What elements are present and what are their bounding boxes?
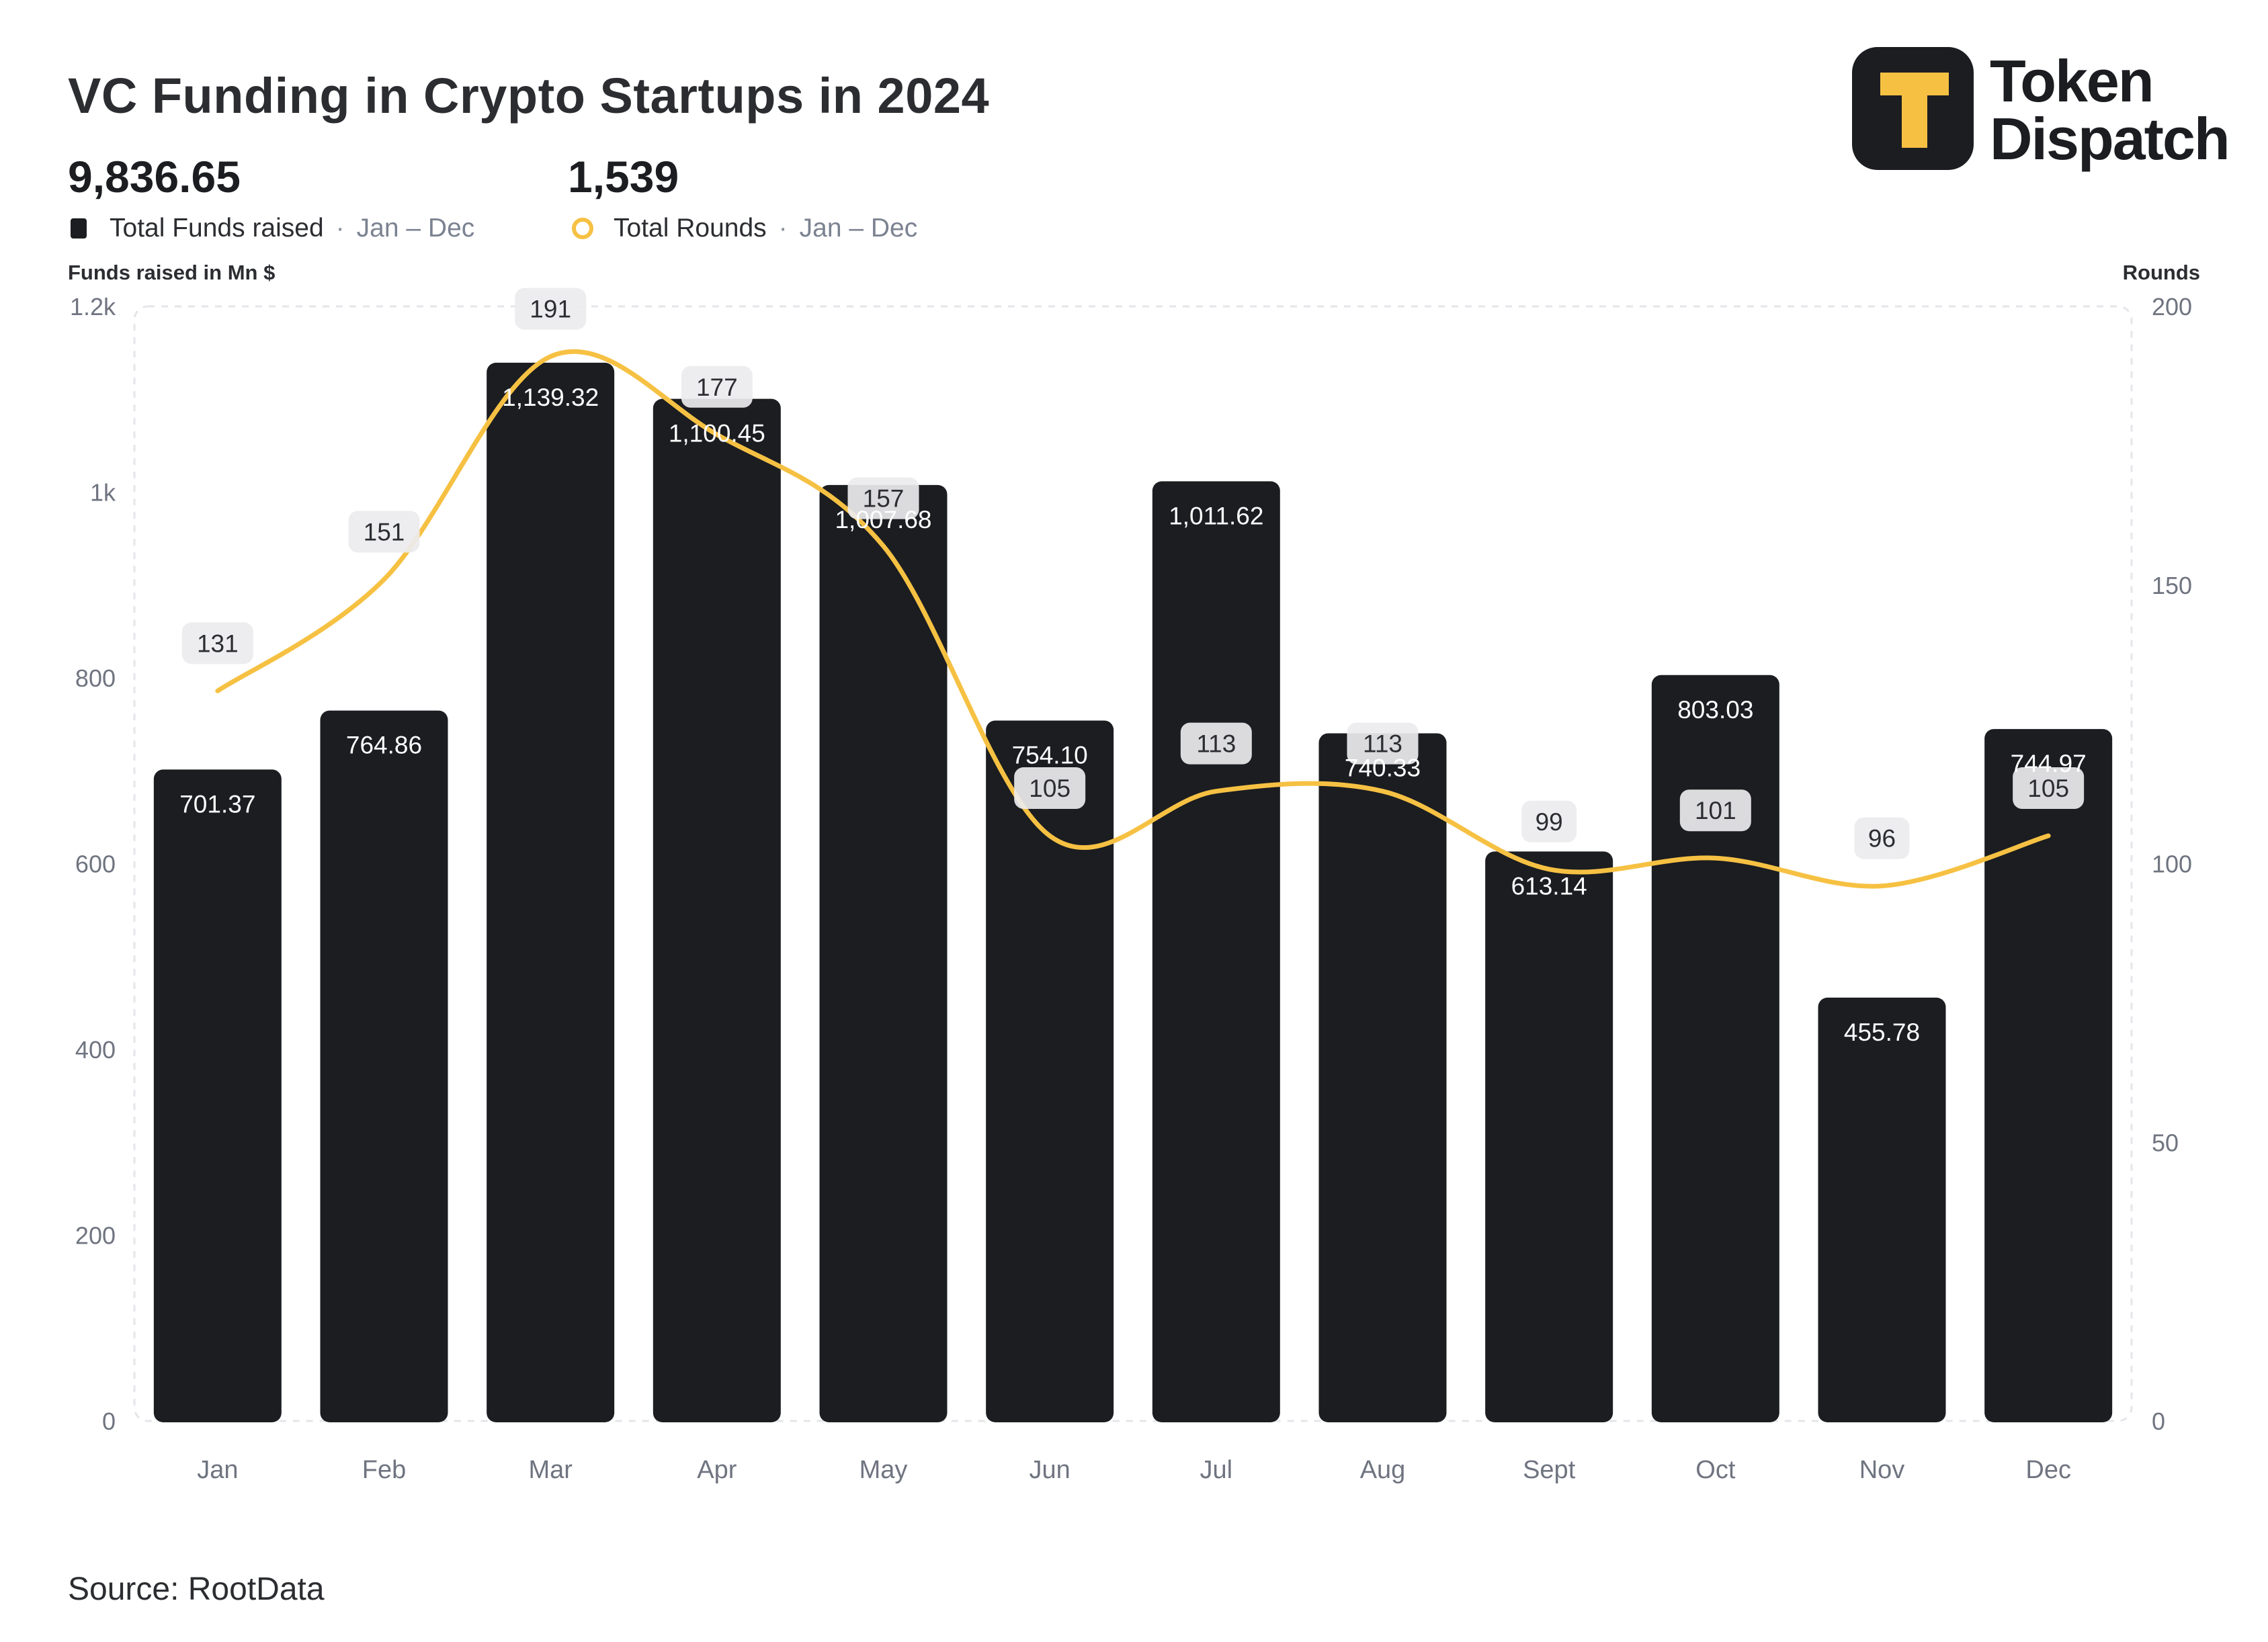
separator-dot: · (335, 214, 345, 243)
y-left-tick-label: 400 (75, 1036, 116, 1064)
x-tick-label: Dec (2025, 1456, 2071, 1484)
bar (1318, 733, 1447, 1422)
round-label-pill (1679, 789, 1751, 832)
x-tick-label: Jul (1200, 1456, 1233, 1484)
bar (1152, 481, 1280, 1423)
round-label-pill (1521, 800, 1577, 842)
y-left-tick-label: 800 (75, 664, 116, 692)
logo-line-2: Dispatch (1990, 105, 2230, 172)
round-value-label: 105 (1029, 775, 1070, 802)
kpi-total-rounds-value: 1,539 (568, 152, 679, 202)
x-tick-label: Apr (697, 1456, 737, 1484)
bar-value-label: 1,011.62 (1169, 502, 1263, 529)
x-tick-label: Mar (528, 1456, 573, 1484)
y-left-tick-label: 1k (90, 479, 116, 507)
round-label-pill (1347, 722, 1419, 765)
logo-wordmark: Token Dispatch (1990, 48, 2230, 172)
y-right-tick-label: 100 (2152, 851, 2192, 878)
x-tick-label: Aug (1360, 1456, 1406, 1484)
x-tick-label: Nov (1859, 1456, 1905, 1484)
bar-value-label: 744.97 (2011, 750, 2087, 777)
round-label-pill (181, 622, 253, 664)
round-value-label: 157 (863, 485, 905, 513)
logo-line-1: Token (1990, 48, 2154, 114)
x-tick-label: Feb (362, 1456, 406, 1484)
bar-value-label: 764.86 (346, 732, 422, 759)
rounds-line (215, 349, 2051, 889)
bar-value-label: 1,100.45 (669, 420, 765, 447)
y-left-tick-label: 0 (102, 1408, 116, 1435)
bar-value-label: 1,139.32 (502, 384, 599, 411)
round-label-pill (1014, 767, 1086, 810)
y-right-tick-label: 150 (2152, 572, 2192, 599)
x-tick-label: Sept (1523, 1456, 1576, 1484)
round-value-label: 191 (530, 296, 571, 323)
bar-value-label: 740.33 (1345, 754, 1421, 781)
kpi-total-funds-range: Jan – Dec (356, 214, 475, 243)
round-value-label: 131 (197, 630, 239, 657)
bar (986, 720, 1114, 1422)
separator-dot: · (778, 214, 788, 243)
bar (320, 710, 448, 1422)
round-value-label: 96 (1868, 825, 1896, 853)
chart-title: VC Funding in Crypto Startups in 2024 (68, 68, 990, 124)
kpi-total-funds-legend: Total Funds raised · Jan – Dec (71, 214, 474, 243)
round-label-pill (1854, 817, 1910, 859)
round-label-pill (1180, 722, 1252, 765)
logo-mark-icon (1852, 47, 1974, 170)
bar (819, 484, 948, 1423)
kpi-total-funds-label: Total Funds raised (110, 214, 324, 243)
source-note: Source: RootData (68, 1571, 325, 1607)
round-label-pill (847, 477, 919, 519)
bar (1651, 675, 1779, 1422)
bar-value-label: 1,007.68 (835, 506, 931, 533)
y-right-tick-label: 50 (2152, 1129, 2179, 1156)
plot-frame (133, 305, 2133, 1422)
line-swatch-icon (572, 218, 593, 239)
y-axis-right-title: Rounds (2122, 261, 2200, 284)
round-label-pill (2013, 767, 2085, 810)
token-dispatch-logo: Token Dispatch (1852, 47, 2242, 175)
bar (653, 398, 781, 1422)
bar-value-label: 613.14 (1511, 872, 1587, 900)
bar-value-label: 455.78 (1844, 1019, 1920, 1046)
y-left-tick-label: 200 (75, 1222, 116, 1250)
y-right-tick-label: 0 (2152, 1408, 2165, 1435)
round-label-pill (348, 511, 420, 553)
round-value-label: 113 (1196, 730, 1236, 758)
round-value-label: 113 (1363, 730, 1402, 758)
y-axis-left-title: Funds raised in Mn $ (68, 261, 276, 284)
x-tick-label: Jan (197, 1456, 238, 1484)
round-value-label: 101 (1695, 797, 1736, 824)
bar (153, 769, 282, 1422)
bar-value-label: 701.37 (179, 790, 255, 818)
combo-chart: 0 200 400 600 800 1k 1.2k 0 50 100 150 200 Jan Feb Mar… (70, 288, 2192, 1484)
x-tick-label: Jun (1030, 1456, 1070, 1484)
round-label-pill (681, 365, 753, 408)
round-label-pill (515, 288, 587, 330)
y-right-tick-label: 200 (2152, 293, 2192, 320)
round-value-label: 151 (364, 518, 405, 546)
bar-value-label: 803.03 (1677, 696, 1753, 724)
round-value-label: 105 (2027, 775, 2069, 802)
bar (1984, 729, 2113, 1422)
bar (487, 362, 615, 1422)
bar (1485, 851, 1613, 1422)
kpi-total-rounds-range: Jan – Dec (799, 214, 918, 243)
kpi-total-rounds-label: Total Rounds (614, 214, 767, 243)
kpi-total-rounds-legend: Total Rounds · Jan – Dec (572, 214, 917, 243)
x-tick-label: May (859, 1456, 908, 1484)
bar-swatch-icon (71, 218, 87, 239)
x-tick-label: Oct (1695, 1456, 1736, 1484)
y-left-tick-label: 1.2k (70, 293, 116, 320)
bar (1818, 997, 1946, 1422)
round-value-label: 177 (696, 374, 738, 401)
kpi-total-funds-value: 9,836.65 (68, 152, 241, 202)
bar-value-label: 754.10 (1012, 741, 1088, 769)
y-left-tick-label: 600 (75, 851, 116, 878)
round-value-label: 99 (1536, 808, 1563, 836)
